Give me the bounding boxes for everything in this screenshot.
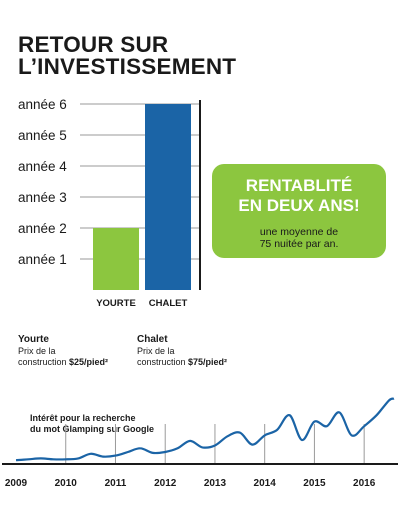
year-label: 2010 [55,478,78,489]
callout-headline-line-1: RENTABLITÉ [245,176,353,195]
y-tick-label: année 2 [18,221,67,236]
year-label: 2014 [254,478,277,489]
y-tick-label: année 1 [18,252,67,267]
trend-label-line-1: Intérêt pour la recherche [30,413,136,423]
google-trend-line-chart: 2009 2010 2011 2012 2013 2014 2015 2016 [2,397,398,489]
bar-yourte [93,228,139,290]
chalet-cost-prefix: construction [137,356,189,367]
year-label: 2013 [204,478,227,489]
trend-label-line-2: du mot Glamping sur Google [30,424,155,434]
profitability-callout: RENTABLITÉ EN DEUX ANS! une moyenne de 7… [212,164,386,258]
yourte-cost-price: $25/pied² [69,356,109,367]
yourte-cost-line-2: construction $25/pied² [18,357,108,368]
trend-chart-label: Intérêt pour la recherche du mot Glampin… [30,413,154,435]
chalet-cost-price: $75/pied² [188,356,228,367]
bar-chalet [145,104,191,290]
chalet-cost-name: Chalet [137,334,168,345]
year-label: 2016 [353,478,376,489]
yourte-cost-prefix: construction [18,356,70,367]
year-label: 2012 [154,478,177,489]
callout-headline-line-2: EN DEUX ANS! [238,196,360,215]
chalet-cost-note: Chalet Prix de la construction $75/pied² [137,334,227,367]
yourte-cost-note: Yourte Prix de la construction $25/pied² [18,334,108,367]
year-label: 2009 [5,478,28,489]
page-title: RETOUR SUR L’INVESTISSEMENT [18,32,237,79]
chalet-cost-line-2: construction $75/pied² [137,357,227,368]
y-tick-label: année 3 [18,190,67,205]
title-line-2: L’INVESTISSEMENT [18,54,237,79]
search-interest-line [15,397,395,462]
callout-headline: RENTABLITÉ EN DEUX ANS! [212,176,386,216]
callout-subtext-line-2: 75 nuitée par an. [259,238,339,250]
yourte-cost-name: Yourte [18,334,49,345]
callout-subtext: une moyenne de 75 nuitée par an. [220,226,378,250]
y-tick-label: année 6 [18,97,67,112]
x-tick-label: YOURTE [96,298,136,309]
y-tick-label: année 5 [18,128,67,143]
x-tick-label: CHALET [149,298,188,309]
roi-bar-chart: année 1 année 2 année 3 année 4 année 5 année… [18,97,258,309]
year-label: 2011 [105,478,127,489]
callout-subtext-line-1: une moyenne de [259,226,339,238]
yourte-cost-line-1: Prix de la [18,346,56,356]
chalet-cost-line-1: Prix de la [137,346,175,356]
y-tick-label: année 4 [18,159,67,174]
title-line-1: RETOUR SUR [18,32,169,57]
year-label: 2015 [303,478,326,489]
